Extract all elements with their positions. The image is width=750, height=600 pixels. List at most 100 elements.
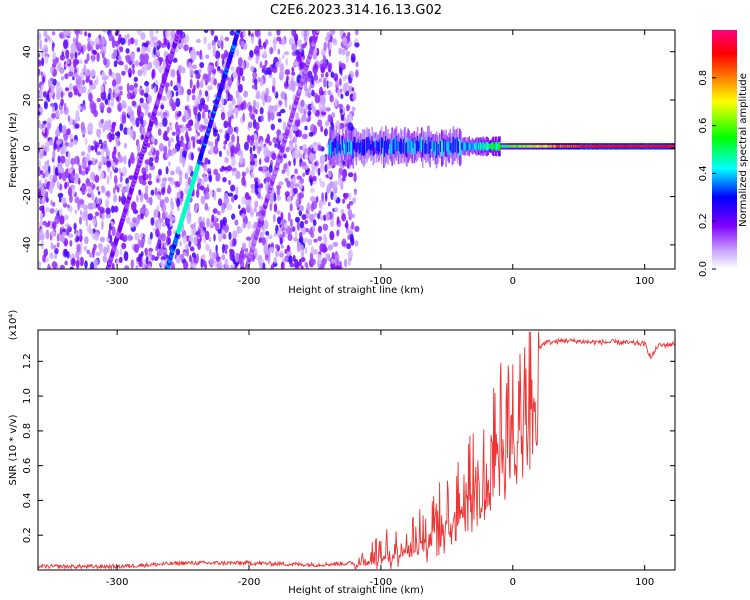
band-core (348, 139, 350, 155)
band-core (429, 141, 431, 158)
noise-blob (113, 48, 118, 58)
noise-blob (300, 257, 306, 263)
noise-blob (149, 196, 153, 206)
band-core (481, 143, 483, 150)
band-core (660, 144, 662, 148)
noise-blob (117, 140, 121, 146)
noise-blob (38, 59, 42, 67)
noise-blob (196, 50, 200, 56)
band-core (582, 144, 584, 148)
noise-blob (85, 217, 89, 227)
noise-blob (327, 90, 332, 95)
noise-blob (291, 71, 296, 76)
noise-blob (219, 128, 223, 134)
band-core (644, 144, 647, 148)
noise-blob (136, 30, 142, 36)
noise-blob (355, 69, 359, 78)
noise-blob (78, 164, 82, 175)
band-core (612, 144, 614, 148)
noise-blob (117, 151, 121, 158)
band-core (476, 142, 479, 150)
band-core (523, 144, 525, 148)
band-core (587, 144, 590, 148)
noise-blob (187, 120, 193, 126)
noise-blob (213, 35, 219, 43)
noise-blob (94, 37, 101, 45)
noise-blob (321, 192, 325, 202)
noise-blob (105, 207, 111, 215)
noise-blob (327, 202, 331, 207)
band-core (355, 143, 357, 157)
noise-blob (84, 59, 88, 64)
noise-blob (332, 241, 339, 247)
noise-blob (239, 156, 244, 165)
x-tick-label: 100 (635, 276, 654, 287)
noise-blob (346, 114, 350, 121)
noise-blob (218, 233, 223, 243)
noise-blob (307, 110, 312, 116)
noise-blob (234, 252, 239, 263)
noise-blob (133, 82, 138, 88)
band-core (479, 142, 481, 151)
noise-blob (299, 107, 305, 114)
noise-blob (142, 103, 148, 110)
band-core (515, 144, 518, 148)
noise-blob (298, 236, 304, 244)
band-core (563, 144, 565, 148)
noise-blob (304, 125, 308, 131)
noise-blob (205, 243, 210, 251)
noise-blob (260, 195, 263, 201)
noise-blob (235, 126, 239, 135)
noise-blob (87, 122, 94, 132)
band-core (601, 144, 603, 148)
noise-blob (262, 262, 266, 269)
noise-blob (195, 72, 201, 80)
noise-blob (191, 51, 197, 61)
noise-blob (257, 187, 262, 193)
noise-blob (69, 266, 74, 269)
noise-blob (200, 195, 206, 205)
noise-blob (328, 244, 333, 251)
band-core (585, 144, 587, 148)
band-core (398, 141, 401, 152)
noise-blob (158, 168, 162, 176)
noise-blob (160, 182, 166, 188)
noise-blob (94, 159, 98, 164)
band-core (499, 141, 501, 151)
noise-blob (291, 124, 295, 132)
band-core (589, 144, 592, 148)
noise-blob (270, 112, 275, 121)
noise-blob (123, 251, 129, 261)
noise-blob (63, 214, 69, 220)
noise-blob (55, 166, 59, 177)
noise-blob (208, 248, 212, 258)
noise-blob (279, 71, 285, 76)
noise-blob (182, 158, 185, 168)
noise-blob (146, 94, 153, 104)
noise-blob (153, 85, 157, 94)
noise-blob (121, 200, 126, 206)
noise-blob (121, 187, 127, 193)
noise-blob (253, 206, 257, 213)
noise-blob (354, 225, 360, 232)
noise-blob (105, 145, 109, 153)
noise-blob (255, 122, 260, 131)
noise-blob (221, 97, 225, 105)
band-core (485, 142, 487, 151)
band-core (475, 142, 478, 151)
noise-blob (262, 64, 267, 71)
noise-blob (143, 92, 149, 98)
noise-blob (348, 201, 354, 206)
band-core (502, 144, 504, 148)
noise-blob (286, 244, 290, 252)
noise-blob (297, 52, 303, 61)
noise-blob (75, 109, 80, 119)
noise-blob (318, 210, 322, 215)
noise-blob (206, 194, 210, 200)
noise-blob (339, 261, 342, 267)
band-core (360, 142, 363, 156)
noise-blob (275, 61, 280, 68)
noise-blob (129, 221, 135, 228)
band-core (597, 144, 599, 148)
